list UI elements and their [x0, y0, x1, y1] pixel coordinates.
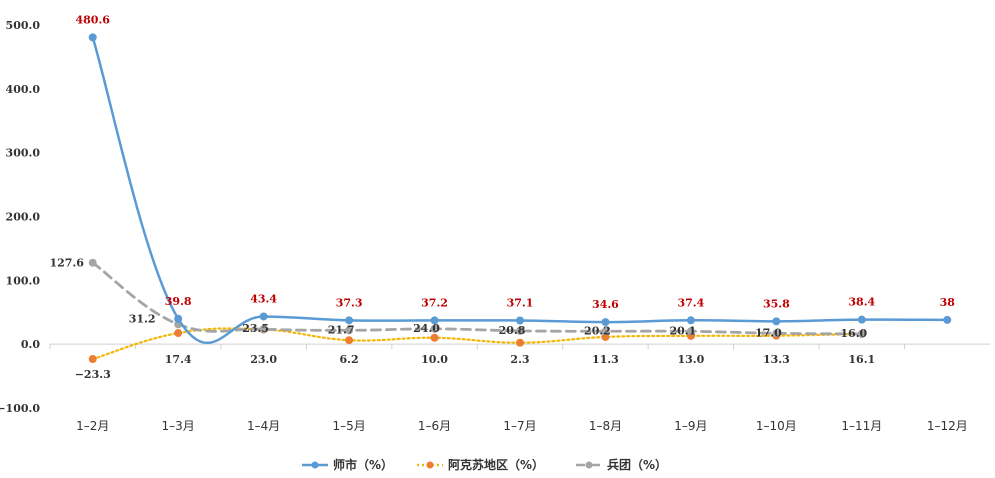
data-point [345, 336, 354, 345]
x-tick-label: 1–3月 [162, 419, 195, 433]
data-point [88, 258, 97, 267]
data-label: 20.8 [499, 324, 526, 337]
legend-label-1: 阿克苏地区（%） [448, 457, 544, 472]
data-point [174, 329, 183, 338]
data-label: 13.3 [763, 353, 790, 366]
data-label: 23.0 [250, 353, 277, 366]
data-point [857, 329, 866, 338]
data-point [430, 324, 439, 333]
data-point [345, 316, 354, 325]
x-tick-label: 1–7月 [503, 419, 536, 433]
data-point [601, 327, 610, 336]
data-point [516, 326, 524, 335]
data-label: 16.0 [840, 327, 867, 340]
x-tick-label: 1–4月 [247, 419, 280, 433]
data-label: 2.3 [510, 353, 529, 366]
data-point [516, 338, 524, 347]
data-point [943, 315, 952, 324]
data-label: 480.6 [76, 13, 111, 26]
data-label: 20.2 [584, 324, 611, 337]
data-label: 37.4 [678, 296, 705, 309]
data-label: 17.4 [165, 353, 192, 366]
data-point [686, 327, 695, 336]
data-point [686, 316, 695, 325]
data-point [88, 355, 97, 364]
x-tick-label: 1–5月 [332, 419, 365, 433]
data-point [430, 316, 439, 325]
x-tick-label: 1–12月 [927, 419, 968, 433]
legend-marker [585, 461, 593, 469]
x-tick-label: 1–10月 [756, 419, 797, 433]
data-point [259, 312, 268, 321]
data-point [430, 333, 439, 342]
data-label: 37.2 [421, 296, 448, 309]
data-label: 35.8 [763, 297, 790, 310]
data-point [857, 315, 866, 324]
axes: −100.0 0.0 100.0 200.0 300.0 400.0 500.0 1–2月 1–… [0, 19, 990, 433]
data-label: 16.1 [848, 353, 875, 366]
data-point [345, 326, 354, 335]
data-label: 37.3 [336, 296, 363, 309]
data-label: 21.7 [328, 323, 355, 336]
x-tick-label: 1–6月 [418, 419, 451, 433]
y-tick-label: 300.0 [6, 147, 41, 160]
data-label: 39.8 [165, 295, 192, 308]
y-tick-label: 0.0 [21, 338, 40, 351]
x-tick-label: 1–2月 [76, 419, 109, 433]
data-point [601, 318, 610, 327]
legend-label-2: 兵团（%） [607, 457, 667, 472]
data-label: 11.3 [592, 353, 619, 366]
data-label: 20.1 [670, 324, 697, 337]
data-point [772, 329, 781, 338]
series-line-2 [91, 261, 864, 336]
data-label: 31.2 [129, 312, 156, 325]
data-point [516, 316, 524, 325]
legend-marker [311, 461, 319, 469]
data-label: 6.2 [340, 353, 359, 366]
data-label: 127.6 [50, 257, 85, 270]
data-point [174, 314, 183, 323]
data-label: 37.1 [507, 296, 534, 309]
data-label: −23.3 [75, 368, 111, 381]
data-point [88, 33, 97, 42]
data-label: 17.0 [755, 326, 782, 339]
y-tick-label: −100.0 [0, 402, 40, 415]
data-label: 13.0 [678, 353, 705, 366]
data-point [772, 317, 781, 326]
data-label: 38 [940, 296, 956, 309]
legend-label-0: 师市（%） [333, 457, 393, 472]
x-tick-label: 1–8月 [589, 419, 622, 433]
data-point [601, 332, 610, 341]
series-layer [88, 33, 952, 364]
data-label: 24.0 [413, 322, 440, 335]
x-tick-label: 1–11月 [841, 419, 882, 433]
data-label: 38.4 [848, 296, 875, 309]
y-tick-label: 500.0 [6, 19, 41, 32]
data-label: 10.0 [421, 353, 448, 366]
y-tick-label: 400.0 [6, 83, 41, 96]
series-line-0 [91, 36, 949, 345]
x-tick-label: 1–9月 [674, 419, 707, 433]
y-tick-label: 100.0 [6, 274, 41, 287]
legend: 师市（%） 阿克苏地区（%） 兵团（%） [302, 457, 667, 472]
data-point [259, 325, 268, 334]
legend-marker [426, 461, 434, 469]
series-line-1 [91, 327, 863, 361]
data-labels: −23.3 17.4 23.0 6.2 10.0 2.3 11.3 13.0 13.3 16.1 1… [50, 13, 956, 381]
data-label: 23.5 [242, 322, 269, 335]
data-label: 43.4 [250, 292, 277, 305]
data-label: 34.6 [592, 298, 619, 311]
y-tick-label: 200.0 [6, 211, 41, 224]
